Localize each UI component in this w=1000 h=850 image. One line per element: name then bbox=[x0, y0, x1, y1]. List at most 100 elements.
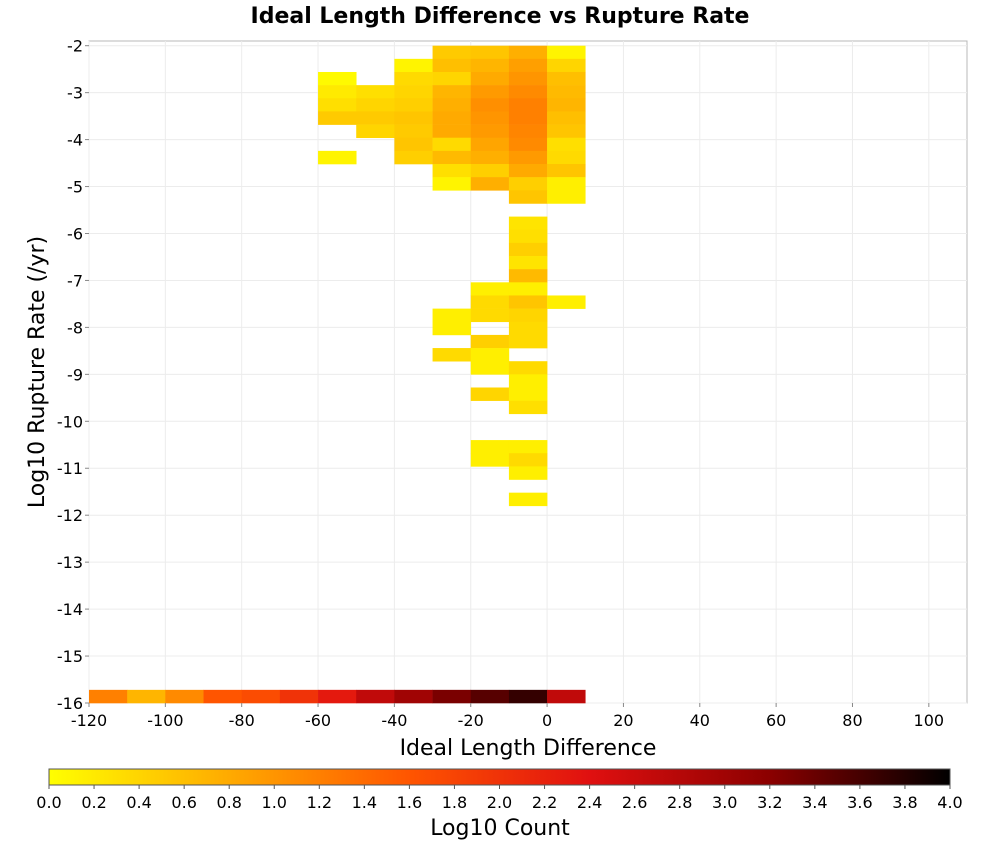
colorbar-tick-label: 1.6 bbox=[397, 793, 422, 812]
heatmap-cell bbox=[470, 177, 510, 191]
heatmap-cell bbox=[470, 111, 510, 125]
colorbar-tick-label: 0.0 bbox=[36, 793, 61, 812]
x-tick-label: 20 bbox=[613, 711, 633, 730]
heatmap-cell bbox=[318, 111, 357, 125]
heatmap-cell bbox=[432, 308, 472, 323]
heatmap-cell bbox=[470, 58, 510, 73]
heatmap-cell bbox=[508, 242, 548, 257]
heatmap-cell bbox=[394, 71, 433, 86]
colorbar: 0.0 0.2 0.4 0.6 0.8 1.0 1.2 1.4 1.6 1.8 2.0 2.2 2.4 2… bbox=[36, 768, 963, 841]
heatmap-cell bbox=[470, 124, 510, 139]
heatmap-cell bbox=[394, 150, 433, 165]
colorbar-label: Log10 Count bbox=[430, 816, 570, 841]
heatmap-cell bbox=[508, 98, 548, 112]
y-tick-label: -10 bbox=[57, 412, 83, 431]
heatmap-cell bbox=[508, 45, 548, 60]
heatmap-cell bbox=[470, 440, 510, 454]
heatmap-cell bbox=[508, 374, 548, 388]
x-tick-label: -80 bbox=[229, 711, 255, 730]
heatmap-cell bbox=[508, 216, 548, 231]
heatmap-cell bbox=[547, 295, 586, 309]
heatmap-cell bbox=[470, 137, 510, 152]
heatmap-cell bbox=[432, 164, 472, 178]
heatmap-cell bbox=[127, 689, 166, 704]
plot-area: -120 -100 -80 -60 -40 -20 0 20 40 60 80 100 -2-3-4-… bbox=[57, 37, 968, 730]
chart-title: Ideal Length Difference vs Rupture Rate bbox=[251, 4, 750, 29]
y-axis-label: Log10 Rupture Rate (/yr) bbox=[25, 236, 50, 508]
heatmap-cell bbox=[547, 111, 586, 125]
heatmap-cell bbox=[508, 282, 548, 296]
heatmap-cell bbox=[547, 689, 586, 704]
heatmap-cell bbox=[547, 190, 586, 204]
colorbar-tick-label: 1.4 bbox=[352, 793, 377, 812]
heatmap-cell bbox=[432, 58, 472, 73]
colorbar-tick-label: 1.0 bbox=[262, 793, 287, 812]
heatmap-cell bbox=[470, 689, 510, 704]
heatmap-cell bbox=[508, 295, 548, 309]
colorbar-tick-label: 3.2 bbox=[757, 793, 782, 812]
y-tick-label: -13 bbox=[57, 553, 83, 572]
heatmap-cell bbox=[470, 295, 510, 309]
y-tick-label: -3 bbox=[67, 84, 83, 103]
heatmap-cell bbox=[470, 361, 510, 375]
heatmap-cell bbox=[508, 71, 548, 86]
heatmap-cell bbox=[356, 98, 395, 112]
colorbar-tick-label: 2.2 bbox=[532, 793, 557, 812]
heatmap-cell bbox=[508, 269, 548, 283]
colorbar-tick-label: 2.0 bbox=[487, 793, 512, 812]
heatmap-cell bbox=[318, 98, 357, 112]
colorbar-tick-label: 2.6 bbox=[622, 793, 647, 812]
heatmap-cell bbox=[470, 164, 510, 178]
heatmap-cell bbox=[318, 85, 357, 99]
x-tick-label: -60 bbox=[305, 711, 331, 730]
heatmap-cell bbox=[165, 689, 204, 704]
heatmap-cell bbox=[432, 45, 472, 60]
heatmap-cell bbox=[432, 124, 472, 139]
colorbar-tick-label: 3.6 bbox=[847, 793, 872, 812]
heatmap-cell bbox=[470, 71, 510, 86]
heatmap-cell bbox=[394, 124, 433, 139]
y-tick-label: -16 bbox=[57, 694, 83, 713]
heatmap-cell bbox=[508, 58, 548, 73]
heatmap-cell bbox=[241, 689, 281, 704]
heatmap-cell bbox=[432, 137, 472, 152]
y-tick-label: -2 bbox=[67, 37, 83, 56]
heatmap-cell bbox=[470, 85, 510, 99]
heatmap-cell bbox=[356, 111, 395, 125]
heatmap-cell bbox=[470, 282, 510, 296]
heatmap-cell bbox=[508, 256, 548, 270]
colorbar-rect bbox=[48, 768, 951, 786]
colorbar-tick-label: 0.6 bbox=[171, 793, 196, 812]
heatmap-cell bbox=[508, 492, 548, 507]
heatmap-cell bbox=[508, 466, 548, 480]
heatmap-cell bbox=[432, 689, 472, 704]
heatmap-cell bbox=[508, 164, 548, 178]
heatmap-cell bbox=[508, 400, 548, 415]
heatmap-cell bbox=[394, 111, 433, 125]
colorbar-tick-label: 0.4 bbox=[126, 793, 151, 812]
heatmap-cell bbox=[508, 308, 548, 323]
heatmap-cell bbox=[508, 334, 548, 349]
x-tick-label: 0 bbox=[542, 711, 552, 730]
heatmap-cell bbox=[470, 334, 510, 349]
heatmap-cell bbox=[470, 98, 510, 112]
heatmap-cell bbox=[547, 124, 586, 139]
heatmap-cell bbox=[394, 98, 433, 112]
heatmap-cells bbox=[89, 45, 586, 704]
heatmap-cell bbox=[318, 689, 357, 704]
heatmap-cell bbox=[547, 45, 586, 60]
heatmap-cell bbox=[394, 137, 433, 152]
heatmap-cell bbox=[547, 150, 586, 165]
heatmap-cell bbox=[432, 150, 472, 165]
heatmap-cell bbox=[508, 453, 548, 467]
colorbar-tick-label: 0.2 bbox=[81, 793, 106, 812]
heatmap-cell bbox=[547, 137, 586, 152]
y-axis-ticks: -2 -3 -4 -5 -6 -7 -8 -9 -10 -11 -12 -13 -14 -15 -16 bbox=[57, 37, 89, 713]
y-tick-label: -5 bbox=[67, 178, 83, 197]
y-tick-label: -6 bbox=[67, 224, 83, 243]
heatmap-cell bbox=[508, 689, 548, 704]
heatmap-cell bbox=[547, 85, 586, 99]
heatmap-cell bbox=[508, 85, 548, 99]
colorbar-tick-label: 3.0 bbox=[712, 793, 737, 812]
heatmap-cell bbox=[508, 137, 548, 152]
